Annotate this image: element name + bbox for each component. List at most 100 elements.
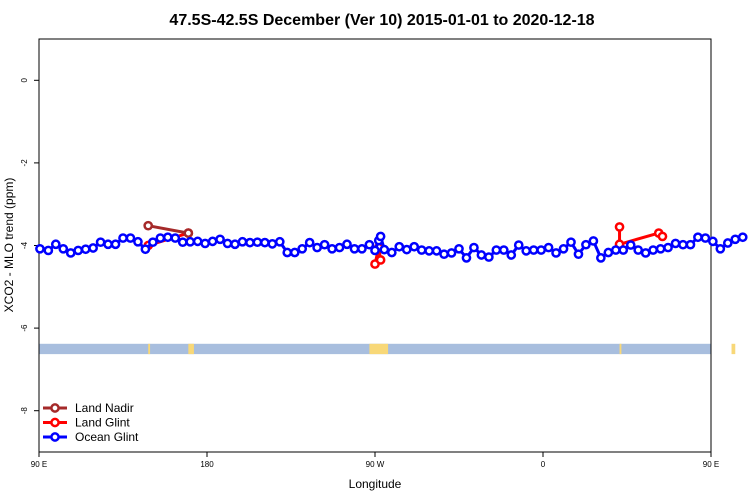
data-point [207, 236, 218, 247]
data-point [588, 236, 599, 246]
data-point [148, 237, 158, 248]
data-point [543, 242, 554, 253]
data-point [469, 242, 479, 253]
data-point [506, 250, 517, 260]
data-point [140, 244, 151, 255]
data-point [596, 253, 606, 263]
y-tick-label: -6 [20, 324, 29, 332]
data-point [245, 237, 255, 248]
data-point [670, 238, 681, 249]
land-band-segment [369, 343, 389, 355]
data-point [304, 237, 315, 248]
data-point [581, 239, 591, 250]
data-point [88, 243, 98, 253]
data-point [700, 233, 711, 243]
data-point [342, 239, 352, 250]
legend-label: Land Nadir [75, 401, 134, 415]
x-tick-label: 0 [541, 460, 546, 469]
data-series [35, 220, 748, 269]
data-point [110, 239, 121, 250]
data-point [215, 234, 225, 245]
legend-marker [50, 417, 60, 428]
data-point [730, 234, 741, 245]
legend-marker [50, 403, 60, 413]
data-point [424, 246, 434, 256]
data-point [162, 232, 173, 243]
data-point [379, 244, 390, 255]
data-point [394, 241, 405, 252]
data-point [103, 239, 113, 250]
data-point [708, 236, 718, 247]
data-point [289, 247, 300, 258]
data-point [386, 247, 397, 258]
legend-label: Land Glint [75, 416, 130, 430]
data-point [655, 243, 666, 254]
data-point [401, 244, 412, 255]
data-point [722, 238, 733, 248]
x-tick-label: 180 [200, 460, 214, 469]
data-point [663, 242, 673, 253]
data-point [573, 249, 584, 260]
data-point [633, 245, 644, 255]
data-point [603, 247, 614, 258]
legend-label: Ocean Glint [75, 430, 139, 444]
data-point [155, 233, 166, 243]
series-line-segment [147, 224, 189, 235]
data-point [536, 245, 546, 255]
data-point [143, 220, 154, 231]
data-point [357, 243, 367, 254]
data-point [282, 247, 293, 258]
data-point [312, 242, 322, 253]
data-point [521, 246, 532, 256]
data-point [513, 240, 524, 250]
data-point [409, 241, 420, 252]
series-ocean-glint [35, 231, 748, 263]
data-point [73, 245, 84, 256]
data-point [170, 233, 181, 243]
chart-title: 47.5S-42.5S December (Ver 10) 2015-01-01… [169, 12, 594, 29]
land-band [39, 343, 736, 355]
data-point [558, 243, 569, 254]
y-tick-label: 0 [20, 78, 29, 83]
data-point [43, 245, 54, 256]
data-point [200, 238, 210, 249]
data-point [737, 232, 748, 243]
data-point [657, 231, 668, 242]
data-point [446, 248, 457, 258]
data-point [678, 239, 688, 250]
data-point [297, 243, 308, 254]
data-point [230, 239, 240, 250]
data-point [614, 222, 625, 232]
data-point [260, 237, 270, 248]
y-tick-label: -2 [20, 159, 29, 167]
data-point [416, 245, 427, 255]
land-band-segment [188, 343, 194, 355]
data-point [125, 233, 136, 243]
data-point [95, 237, 106, 248]
x-axis-label: Longitude [349, 477, 402, 491]
data-point [640, 248, 651, 258]
data-point [566, 237, 576, 248]
data-point [476, 250, 487, 260]
data-point [319, 239, 330, 250]
x-tick-label: 90 E [703, 460, 719, 469]
data-point [528, 245, 539, 255]
y-tick-label: -4 [20, 241, 29, 249]
data-point [185, 236, 196, 247]
data-point [364, 239, 375, 250]
legend-item: Ocean Glint [43, 430, 139, 444]
x-axis: 90 E 180 90 W 0 90 E [31, 452, 719, 469]
series-line-segment [619, 231, 660, 246]
y-axis-label: XCO2 - MLO trend (ppm) [2, 178, 16, 313]
data-point [431, 246, 442, 256]
data-point [484, 252, 494, 262]
land-band-segment [619, 343, 622, 355]
data-point [610, 245, 621, 255]
data-point [618, 245, 629, 255]
data-point [551, 248, 561, 258]
legend-marker [50, 432, 60, 442]
data-point [222, 238, 233, 249]
data-point [50, 239, 61, 250]
data-point [685, 239, 696, 250]
land-band-segment [148, 343, 151, 355]
